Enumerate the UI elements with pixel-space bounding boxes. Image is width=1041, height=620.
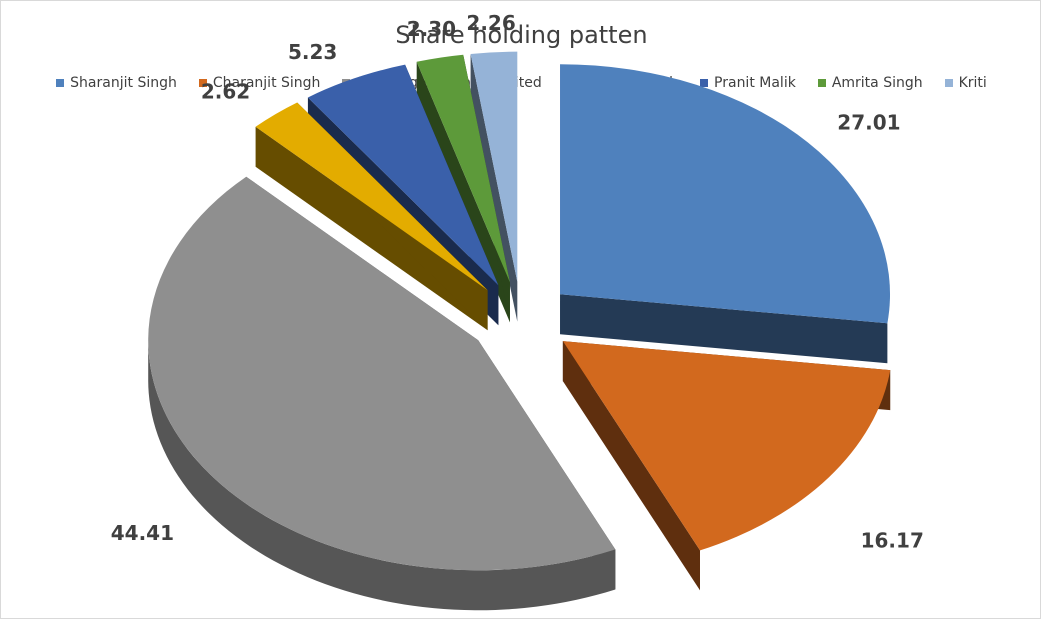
pie-slice	[470, 51, 518, 322]
legend-item: Sharanjit Singh	[56, 75, 177, 91]
slice-side-face	[416, 61, 510, 323]
data-label: 2.30	[407, 17, 456, 41]
pie-slice	[416, 54, 510, 323]
legend-swatch	[700, 79, 709, 87]
data-label: 5.23	[288, 40, 337, 64]
legend-label: Amrita Singh	[831, 75, 923, 91]
pie-slice	[560, 64, 891, 364]
slice-top-face	[560, 64, 891, 324]
legend-swatch	[944, 79, 953, 87]
legend-item: Amrita Singh	[817, 75, 923, 91]
data-label: 16.17	[861, 528, 924, 552]
chart-title: Share holding patten	[395, 21, 648, 49]
slice-side-face	[562, 341, 701, 591]
data-label: 2.26	[466, 11, 515, 35]
slice-side-face	[560, 294, 888, 364]
legend-label: Sharanjit Singh	[70, 75, 177, 91]
pie-slice	[148, 176, 616, 611]
data-label: 2.62	[201, 79, 250, 103]
slice-rim	[148, 338, 616, 611]
legend-item: Kriti	[944, 75, 987, 91]
slice-top-face	[470, 51, 518, 282]
pie-slice	[255, 102, 488, 331]
pie-slice	[562, 341, 891, 591]
legend-label: Pranit Malik	[714, 75, 796, 91]
slice-top-face	[307, 64, 499, 286]
legend-item: Charanjit Singh	[198, 75, 321, 91]
slice-side-face	[255, 126, 488, 331]
slice-top-face	[416, 54, 510, 283]
legend-label: Charanjit Singh	[212, 75, 321, 91]
legend-swatch	[817, 79, 826, 87]
legend-swatch	[56, 79, 65, 87]
slice-side-face	[470, 53, 518, 322]
slice-top-face	[148, 176, 616, 571]
slice-top-face	[562, 341, 891, 551]
legend-swatch	[198, 79, 207, 87]
data-label: 27.01	[837, 111, 900, 135]
legend-item: Pranit Malik	[700, 75, 796, 91]
legend-label: Kriti	[958, 75, 987, 91]
slice-top-face	[255, 102, 488, 291]
data-label: 44.41	[111, 521, 174, 545]
